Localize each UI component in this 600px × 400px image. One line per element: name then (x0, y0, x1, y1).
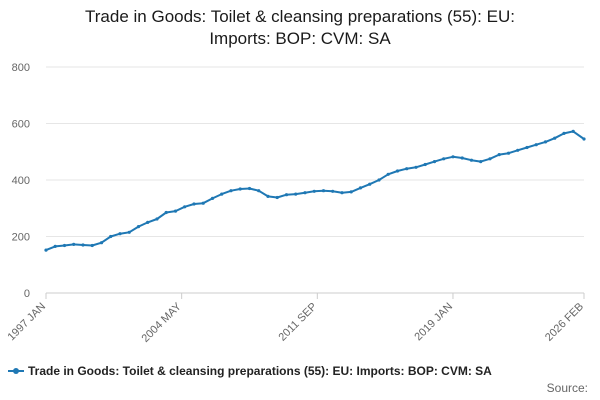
y-tick-label: 800 (12, 62, 30, 74)
x-tick-label: 2011 SEP (276, 301, 319, 344)
data-point (183, 205, 187, 209)
data-point (99, 241, 104, 245)
data-point (405, 167, 409, 171)
chart-title-line-1: Trade in Goods: Toilet & cleansing prepa… (85, 7, 515, 26)
data-point (220, 192, 224, 196)
data-point (451, 155, 455, 159)
data-point (173, 209, 178, 213)
data-point (516, 148, 520, 152)
data-point (72, 242, 76, 246)
data-point (543, 140, 548, 144)
data-point (146, 220, 150, 224)
data-point (164, 210, 168, 215)
data-point (44, 248, 48, 252)
data-point (506, 151, 511, 155)
data-point (562, 131, 566, 135)
data-point (136, 225, 141, 229)
data-point (582, 137, 586, 141)
data-point (303, 191, 307, 195)
data-point (414, 165, 418, 169)
data-point (294, 192, 298, 196)
data-point (349, 190, 353, 194)
chart-title-line-2: Imports: BOP: CVM: SA (209, 29, 391, 48)
data-point (331, 189, 335, 193)
data-point (238, 187, 242, 191)
x-tick-label: 2004 MAY (140, 300, 185, 345)
data-point (62, 243, 67, 248)
x-tick-label: 2026 FEB (543, 301, 586, 344)
y-tick-label: 200 (12, 232, 30, 244)
data-point (109, 234, 113, 239)
data-point (553, 136, 557, 140)
y-tick-label: 400 (12, 175, 30, 187)
data-point (525, 145, 529, 150)
data-point (81, 243, 85, 247)
legend-label: Trade in Goods: Toilet & cleansing prepa… (28, 364, 492, 378)
data-point (395, 169, 400, 173)
source-label: Source: (546, 381, 588, 395)
data-point (312, 189, 316, 193)
data-point (340, 191, 344, 195)
data-point (90, 243, 94, 248)
legend-line-marker-icon (8, 366, 24, 376)
legend[interactable]: Trade in Goods: Toilet & cleansing prepa… (8, 364, 492, 378)
data-point (469, 158, 474, 162)
data-point (423, 162, 427, 167)
data-point (321, 189, 326, 193)
data-point (127, 230, 131, 234)
data-point (479, 160, 483, 164)
data-point (571, 129, 575, 133)
data-point (432, 160, 437, 164)
data-point (201, 201, 205, 205)
data-point (377, 178, 381, 182)
data-point (118, 232, 122, 236)
data-point (266, 194, 270, 198)
x-tick-label: 2019 JAN (412, 301, 455, 344)
x-tick-label: 1997 JAN (5, 301, 48, 344)
data-point (192, 202, 196, 206)
data-point (229, 189, 233, 193)
data-point (386, 172, 390, 176)
data-point (284, 193, 289, 197)
data-point (460, 156, 464, 160)
data-point (497, 153, 501, 157)
chart-title: Trade in Goods: Toilet & cleansing prepa… (0, 6, 600, 50)
data-point (247, 186, 252, 191)
data-point (358, 186, 363, 190)
data-point (53, 244, 57, 248)
data-point (442, 157, 446, 161)
y-tick-label: 0 (24, 288, 30, 300)
data-point (257, 189, 261, 193)
data-point (534, 143, 538, 147)
data-point (155, 217, 159, 221)
y-tick-label: 600 (12, 119, 30, 131)
data-point (275, 195, 279, 200)
data-point (368, 182, 372, 186)
data-point (488, 157, 492, 161)
data-point (210, 196, 215, 200)
